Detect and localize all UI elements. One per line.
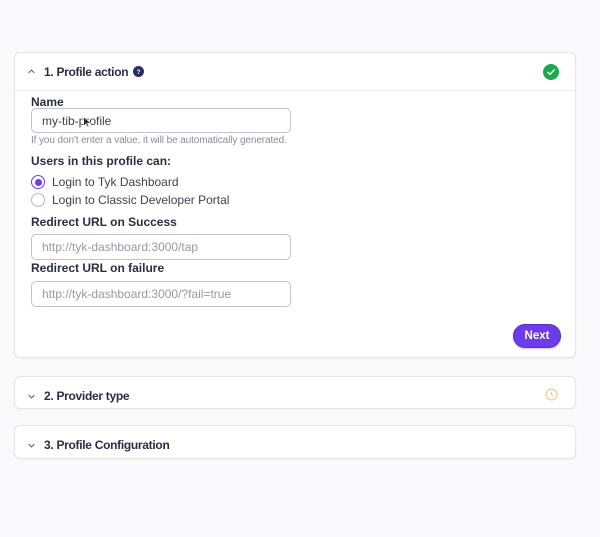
svg-text:?: ? (137, 69, 141, 76)
